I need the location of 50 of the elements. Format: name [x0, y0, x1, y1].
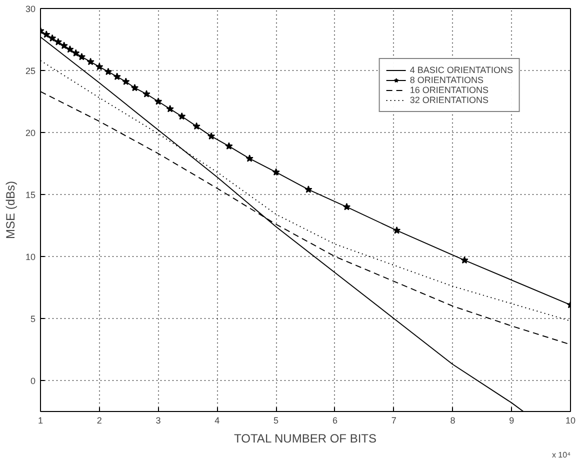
point: [142, 90, 150, 98]
x-tick-label: 4: [214, 416, 220, 426]
y-tick-label: 15: [25, 190, 36, 200]
point: [72, 49, 80, 56]
y-tick-label: 30: [25, 4, 36, 14]
point: [225, 142, 233, 150]
point: [113, 72, 121, 80]
y-tick-label: 0: [30, 376, 36, 386]
point: [78, 52, 86, 60]
point: [460, 256, 468, 264]
point: [130, 84, 139, 92]
x-tick-label: 3: [156, 416, 161, 426]
x-tick-label: 1: [38, 416, 44, 426]
point: [48, 34, 56, 42]
point: [207, 132, 216, 140]
x-tick-label: 10: [565, 416, 576, 426]
point: [304, 186, 312, 193]
x-tick-label: 6: [332, 416, 338, 426]
x-tick-label: 9: [509, 416, 514, 426]
x-tick-label: 5: [274, 416, 279, 426]
point: [122, 78, 130, 85]
point: [104, 68, 112, 76]
point: [178, 112, 186, 120]
y-tick-label: 20: [25, 128, 36, 138]
y-axis-title: MSE (dBs): [3, 180, 18, 240]
y-tick-label: 5: [30, 314, 36, 324]
text: x 10⁴: [552, 450, 572, 459]
y-tick-label: 10: [25, 252, 36, 262]
legend-label: 4 BASIC ORIENTATIONS: [410, 65, 513, 75]
x-axis-title: TOTAL NUMBER OF BITS: [234, 432, 377, 446]
legend-label: 32 ORIENTATIONS: [410, 95, 488, 105]
point: [54, 38, 62, 46]
point: [392, 226, 401, 234]
point: [42, 30, 50, 38]
point: [192, 122, 200, 130]
point: [86, 58, 94, 66]
y-tick-label: 25: [25, 66, 36, 76]
x-tick-label: 7: [391, 416, 396, 426]
point: [60, 42, 68, 50]
point: [166, 104, 174, 112]
legend-label: 16 ORIENTATIONS: [410, 85, 488, 95]
point: [96, 62, 104, 70]
point: [342, 202, 351, 210]
point: [66, 45, 74, 53]
point: [154, 98, 162, 105]
x-tick-label: 2: [96, 416, 102, 426]
x-tick-label: 8: [450, 416, 456, 426]
legend-label: 8 ORIENTATIONS: [410, 75, 484, 85]
point: [246, 154, 254, 162]
point: [272, 168, 280, 176]
